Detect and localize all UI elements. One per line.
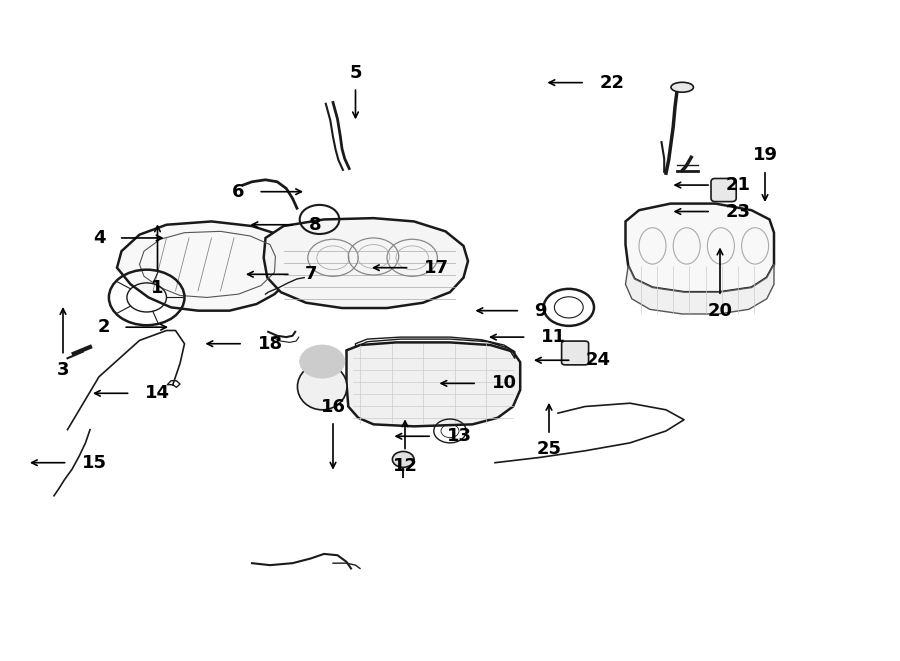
Circle shape (300, 345, 345, 378)
FancyBboxPatch shape (562, 341, 589, 365)
Text: 14: 14 (145, 384, 170, 403)
Text: 25: 25 (536, 440, 562, 459)
FancyBboxPatch shape (711, 178, 736, 202)
Text: 11: 11 (541, 328, 566, 346)
Text: 12: 12 (392, 457, 418, 475)
Text: 10: 10 (491, 374, 517, 393)
Text: 4: 4 (93, 229, 105, 247)
Text: 5: 5 (349, 63, 362, 82)
Text: 3: 3 (57, 361, 69, 379)
Text: 15: 15 (82, 453, 107, 472)
Text: 13: 13 (446, 427, 472, 446)
Text: 18: 18 (257, 334, 283, 353)
Text: 23: 23 (725, 202, 751, 221)
Polygon shape (264, 218, 468, 308)
Circle shape (392, 451, 414, 467)
Text: 9: 9 (534, 301, 546, 320)
Text: 21: 21 (725, 176, 751, 194)
Text: 19: 19 (752, 146, 778, 165)
Polygon shape (626, 264, 774, 314)
Text: 22: 22 (599, 73, 625, 92)
Text: 20: 20 (707, 301, 733, 320)
Ellipse shape (297, 364, 347, 410)
Ellipse shape (671, 82, 694, 92)
Text: 2: 2 (97, 318, 110, 336)
Text: 6: 6 (232, 182, 245, 201)
Text: 24: 24 (586, 351, 611, 369)
Text: 7: 7 (304, 265, 317, 284)
Polygon shape (626, 204, 774, 292)
Text: 16: 16 (320, 397, 346, 416)
Polygon shape (117, 221, 292, 311)
Text: 8: 8 (309, 215, 321, 234)
Text: 1: 1 (151, 278, 164, 297)
Polygon shape (346, 342, 520, 426)
Text: 17: 17 (424, 258, 449, 277)
